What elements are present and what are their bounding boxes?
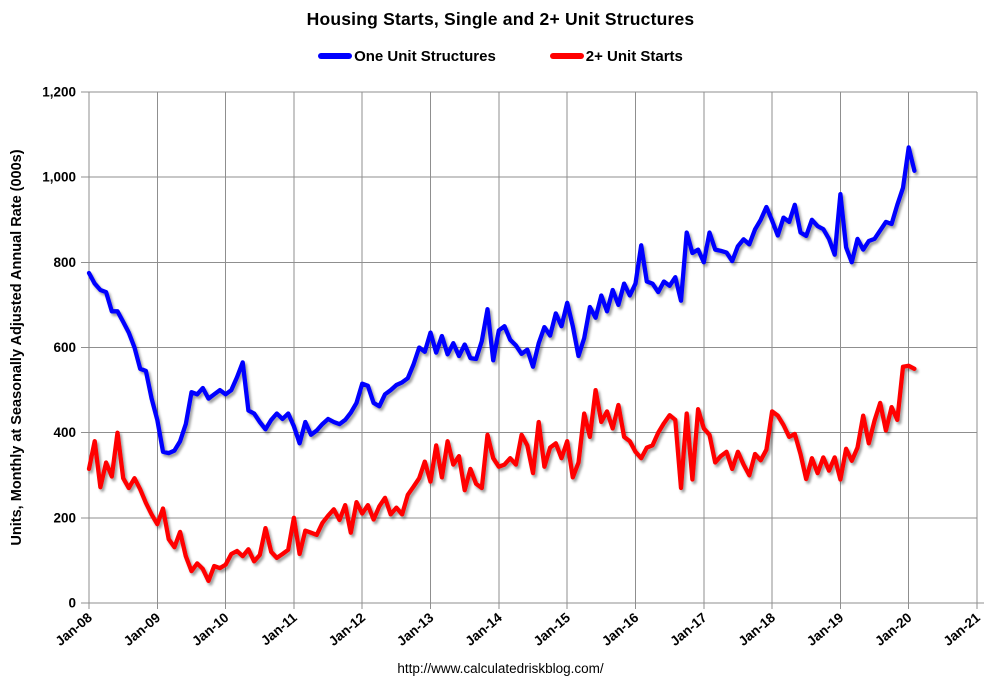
legend-item-2plus: 2+ Unit Starts — [549, 47, 683, 65]
x-tick-label: Jan-14 — [462, 609, 505, 648]
x-tick-label: Jan-12 — [326, 610, 368, 649]
y-tick-label: 200 — [53, 510, 76, 525]
tick-label-layer: 0 200 400 600 800 1,000 1,200 Jan-08 Jan-09 Jan-1… — [42, 85, 983, 649]
chart-title: Housing Starts, Single and 2+ Unit Struc… — [306, 9, 695, 29]
legend-label-one-unit: One Unit Structures — [354, 47, 496, 65]
series-line-2-unit-starts — [86, 363, 917, 584]
grid-layer — [81, 91, 984, 609]
x-tick-label: Jan-18 — [736, 609, 779, 648]
legend-label-2plus: 2+ Unit Starts — [585, 47, 683, 65]
y-tick-label: 800 — [53, 255, 76, 270]
x-tick-label: Jan-19 — [804, 610, 846, 649]
source-url: http://www.calculatedriskblog.com/ — [397, 661, 604, 676]
x-tick-label: Jan-11 — [258, 609, 300, 648]
series-layer — [86, 145, 917, 584]
legend-item-one-unit: One Unit Structures — [318, 48, 496, 65]
x-tick-label: Jan-15 — [531, 609, 574, 648]
x-tick-label: Jan-08 — [53, 609, 96, 648]
x-tick-label: Jan-20 — [872, 610, 914, 649]
y-tick-label: 0 — [68, 596, 76, 611]
x-tick-label: Jan-17 — [667, 610, 709, 649]
series-line-one-unit-structures — [86, 145, 917, 456]
x-tick-label: Jan-16 — [599, 609, 642, 648]
legend-swatch-one-unit — [318, 53, 353, 59]
y-tick-label: 400 — [53, 425, 76, 440]
y-axis-title: Units, Monthly at Seasonally Adjusted An… — [9, 149, 25, 545]
x-tick-label: Jan-10 — [189, 610, 231, 649]
y-tick-label: 600 — [53, 340, 76, 355]
y-tick-label: 1,000 — [42, 170, 76, 185]
legend-swatch-2plus — [549, 53, 584, 59]
y-tick-label: 1,200 — [42, 85, 76, 100]
x-tick-label: Jan-13 — [394, 609, 437, 648]
x-tick-label: Jan-09 — [121, 610, 163, 649]
x-tick-label: Jan-21 — [941, 609, 984, 648]
legend: One Unit Structures 2+ Unit Starts — [0, 46, 1001, 66]
